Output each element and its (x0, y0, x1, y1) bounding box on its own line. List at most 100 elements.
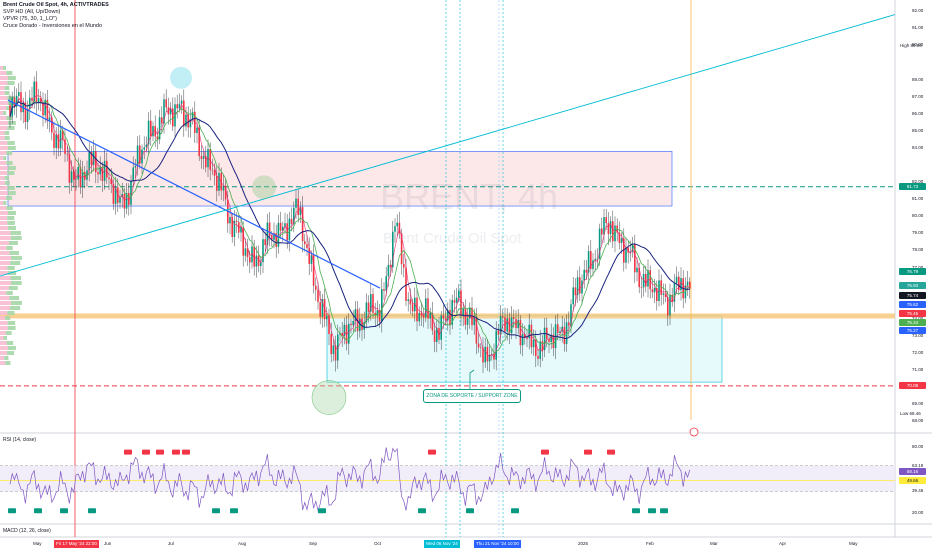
candle-body (172, 108, 174, 127)
price-axis-tick: 79.00 (912, 230, 924, 236)
volume-profile-bar (10, 261, 21, 265)
candle-body (517, 319, 519, 329)
rsi-axis-tick: 80.00 (912, 444, 924, 450)
candle-body (312, 255, 315, 286)
candle-body (185, 114, 187, 127)
candle-body (119, 196, 121, 203)
candle-body (416, 297, 418, 322)
bull-marker (60, 508, 68, 514)
candle-body (145, 144, 148, 148)
candle-body (110, 179, 112, 185)
candle-body (433, 330, 436, 342)
candle-body (431, 312, 434, 331)
candle-body (79, 166, 82, 188)
ma-line-red (9, 95, 691, 359)
volume-profile-bar (0, 81, 8, 85)
candle-body (506, 318, 508, 332)
price-axis-tick: 73.00 (912, 332, 924, 338)
candle-body (277, 222, 280, 247)
candle-body (251, 246, 253, 263)
candle-body (271, 235, 273, 240)
volume-profile-bar (0, 261, 11, 265)
volume-profile-bar (8, 286, 18, 290)
time-axis-label: Aug (238, 541, 247, 546)
bull-marker (632, 508, 640, 514)
volume-profile-bar (0, 306, 11, 310)
candle-body (304, 241, 306, 245)
candle-body (664, 293, 667, 298)
macd-pane-label[interactable]: MACD (12, 26, close) (3, 528, 51, 534)
candle-body (57, 134, 60, 149)
time-axis-tag: Wed 06 Nov '24 (424, 540, 460, 548)
legend-indicator-cruce[interactable]: Cruce Dorado - Inversiones en el Mundo (3, 23, 103, 29)
price-axis-tick: 84.00 (912, 144, 924, 150)
volume-profile-bar (7, 81, 15, 85)
candle-body (125, 192, 128, 209)
time-axis-label: May (33, 541, 42, 546)
volume-profile-bar (0, 256, 11, 260)
price-axis-tick: 69.00 (912, 401, 924, 407)
volume-profile-bar (0, 191, 8, 195)
volume-profile-bar (0, 361, 6, 365)
candle-body (15, 95, 18, 107)
volume-profile-bar (4, 131, 10, 135)
rsi-pane-label[interactable]: RSI (14, close) (3, 437, 37, 443)
candle-body (154, 126, 156, 137)
candle-body (392, 231, 394, 268)
candle-body (372, 294, 374, 313)
volume-profile-bar (0, 316, 6, 320)
rsi-band (0, 465, 895, 492)
volume-profile-bar (7, 216, 15, 220)
candle-body (405, 267, 407, 301)
candle-body (601, 228, 603, 235)
legend-symbol-title[interactable]: Brent Crude Oil Spot, 4h, ACTIVTRADES (3, 2, 109, 8)
candle-body (213, 169, 216, 176)
candle-body (647, 270, 649, 287)
candle-body (31, 97, 33, 101)
volume-profile-bar (7, 76, 16, 80)
volume-profile-bar (0, 311, 8, 315)
candle-body (92, 151, 95, 165)
candle-body (229, 217, 231, 224)
candle-body (108, 177, 110, 180)
volume-profile-bar (7, 221, 15, 225)
candle-body (112, 184, 115, 204)
candle-body (224, 185, 227, 200)
volume-profile-bar (0, 156, 4, 160)
candle-body (645, 273, 647, 287)
candle-body (574, 287, 577, 296)
candle-body (477, 343, 480, 348)
volume-profile-bar (7, 211, 16, 215)
volume-profile-bar (0, 101, 8, 105)
volume-profile-bar (0, 286, 9, 290)
candle-body (473, 316, 475, 326)
candle-body (328, 315, 330, 334)
candle-body (29, 97, 31, 109)
volume-profile-bar (0, 351, 8, 355)
time-axis-label: Feb (646, 541, 654, 546)
candle-body (106, 160, 108, 178)
candle-body (255, 255, 258, 267)
candle-body (385, 276, 387, 291)
candle-body (191, 111, 194, 120)
volume-profile-bar (0, 271, 9, 275)
support-zone-annotation[interactable]: ZONA DE SOPORTE / SUPPORT ZONE (423, 389, 521, 403)
candle-body (565, 322, 568, 345)
candle-body (678, 276, 680, 291)
candle-body (686, 281, 689, 286)
legend-indicator-svp[interactable]: SVP HD (All, Up/Down) (3, 9, 61, 15)
candle-body (66, 153, 68, 155)
legend-indicator-vpvr[interactable]: VPVR (75, 30, 1_LO") (3, 16, 57, 22)
candle-body (629, 251, 632, 253)
candle-body (475, 316, 478, 344)
bull-marker (88, 508, 96, 514)
ma-line-green (9, 100, 690, 354)
candle-body (469, 307, 471, 319)
bear-marker (124, 449, 132, 455)
support-zone (326, 315, 723, 383)
candle-body (290, 218, 293, 225)
candle-body (528, 324, 530, 339)
candle-body (211, 169, 214, 171)
candle-body (20, 92, 22, 113)
